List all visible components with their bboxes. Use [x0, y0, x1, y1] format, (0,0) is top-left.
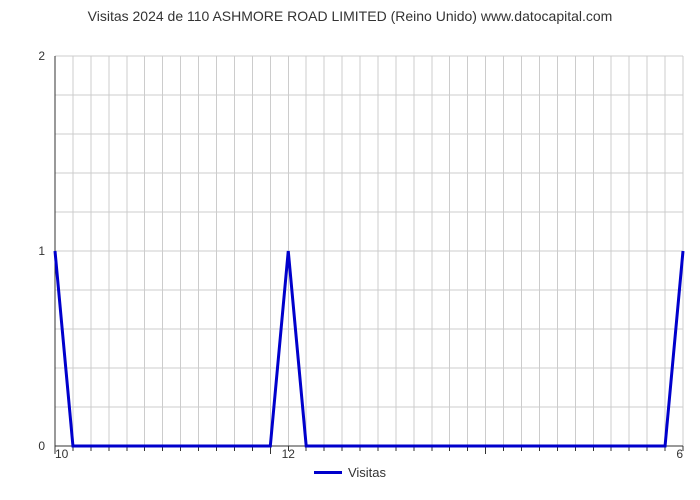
chart-svg: 01210126202220232024: [0, 24, 700, 460]
chart-title: Visitas 2024 de 110 ASHMORE ROAD LIMITED…: [0, 0, 700, 24]
svg-text:2: 2: [38, 49, 45, 63]
legend-swatch: [314, 471, 342, 474]
svg-text:6: 6: [676, 447, 683, 460]
legend-label: Visitas: [348, 465, 386, 480]
svg-text:0: 0: [38, 439, 45, 453]
svg-text:12: 12: [282, 447, 296, 460]
svg-text:10: 10: [55, 447, 69, 460]
legend: Visitas: [0, 464, 700, 480]
svg-text:1: 1: [38, 244, 45, 258]
chart-area: 01210126202220232024: [0, 24, 700, 460]
